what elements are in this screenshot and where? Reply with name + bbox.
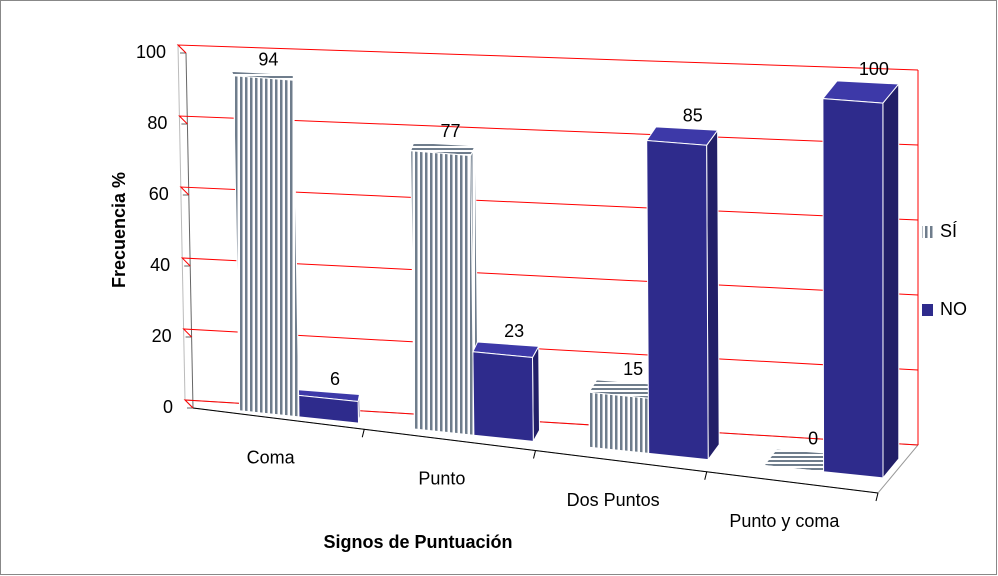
bar xyxy=(410,150,475,436)
bar xyxy=(232,75,300,418)
y-tick-label: 80 xyxy=(147,113,167,133)
y-tick-label: 60 xyxy=(149,184,169,204)
bar xyxy=(588,391,650,454)
x-tick xyxy=(533,450,536,459)
value-label: 15 xyxy=(623,359,643,379)
x-axis-label: Signos de Puntuación xyxy=(323,532,512,552)
y-tick-label: 20 xyxy=(152,326,172,346)
x-tick-label: Coma xyxy=(247,447,296,467)
bar xyxy=(472,351,534,442)
x-tick-label: Punto y coma xyxy=(729,511,840,531)
value-label: 94 xyxy=(258,50,278,70)
value-label: 85 xyxy=(683,105,703,125)
value-label: 77 xyxy=(440,121,460,141)
bar xyxy=(646,139,709,461)
bar-side xyxy=(706,128,720,462)
x-tick xyxy=(704,471,708,480)
y-tick-label: 40 xyxy=(150,255,170,275)
x-tick xyxy=(875,492,879,502)
y-axis xyxy=(185,52,194,409)
bar-side xyxy=(882,82,900,480)
bar xyxy=(298,394,360,424)
value-label: 23 xyxy=(504,321,524,341)
x-tick xyxy=(361,429,365,438)
x-tick-label: Dos Puntos xyxy=(567,490,660,510)
grid-line xyxy=(176,44,919,71)
legend-swatch xyxy=(922,226,933,238)
bar xyxy=(822,98,884,479)
legend-label: SÍ xyxy=(940,221,957,241)
legend-label: NO xyxy=(940,299,967,319)
value-label: 100 xyxy=(859,59,889,79)
y-axis-label: Frecuencia % xyxy=(109,172,129,288)
y-tick-label: 100 xyxy=(136,42,166,62)
x-tick-label: Punto xyxy=(418,469,465,489)
value-label: 6 xyxy=(330,369,340,389)
legend-swatch xyxy=(922,304,933,316)
value-label: 0 xyxy=(808,428,818,448)
y-tick-label: 0 xyxy=(163,397,173,417)
